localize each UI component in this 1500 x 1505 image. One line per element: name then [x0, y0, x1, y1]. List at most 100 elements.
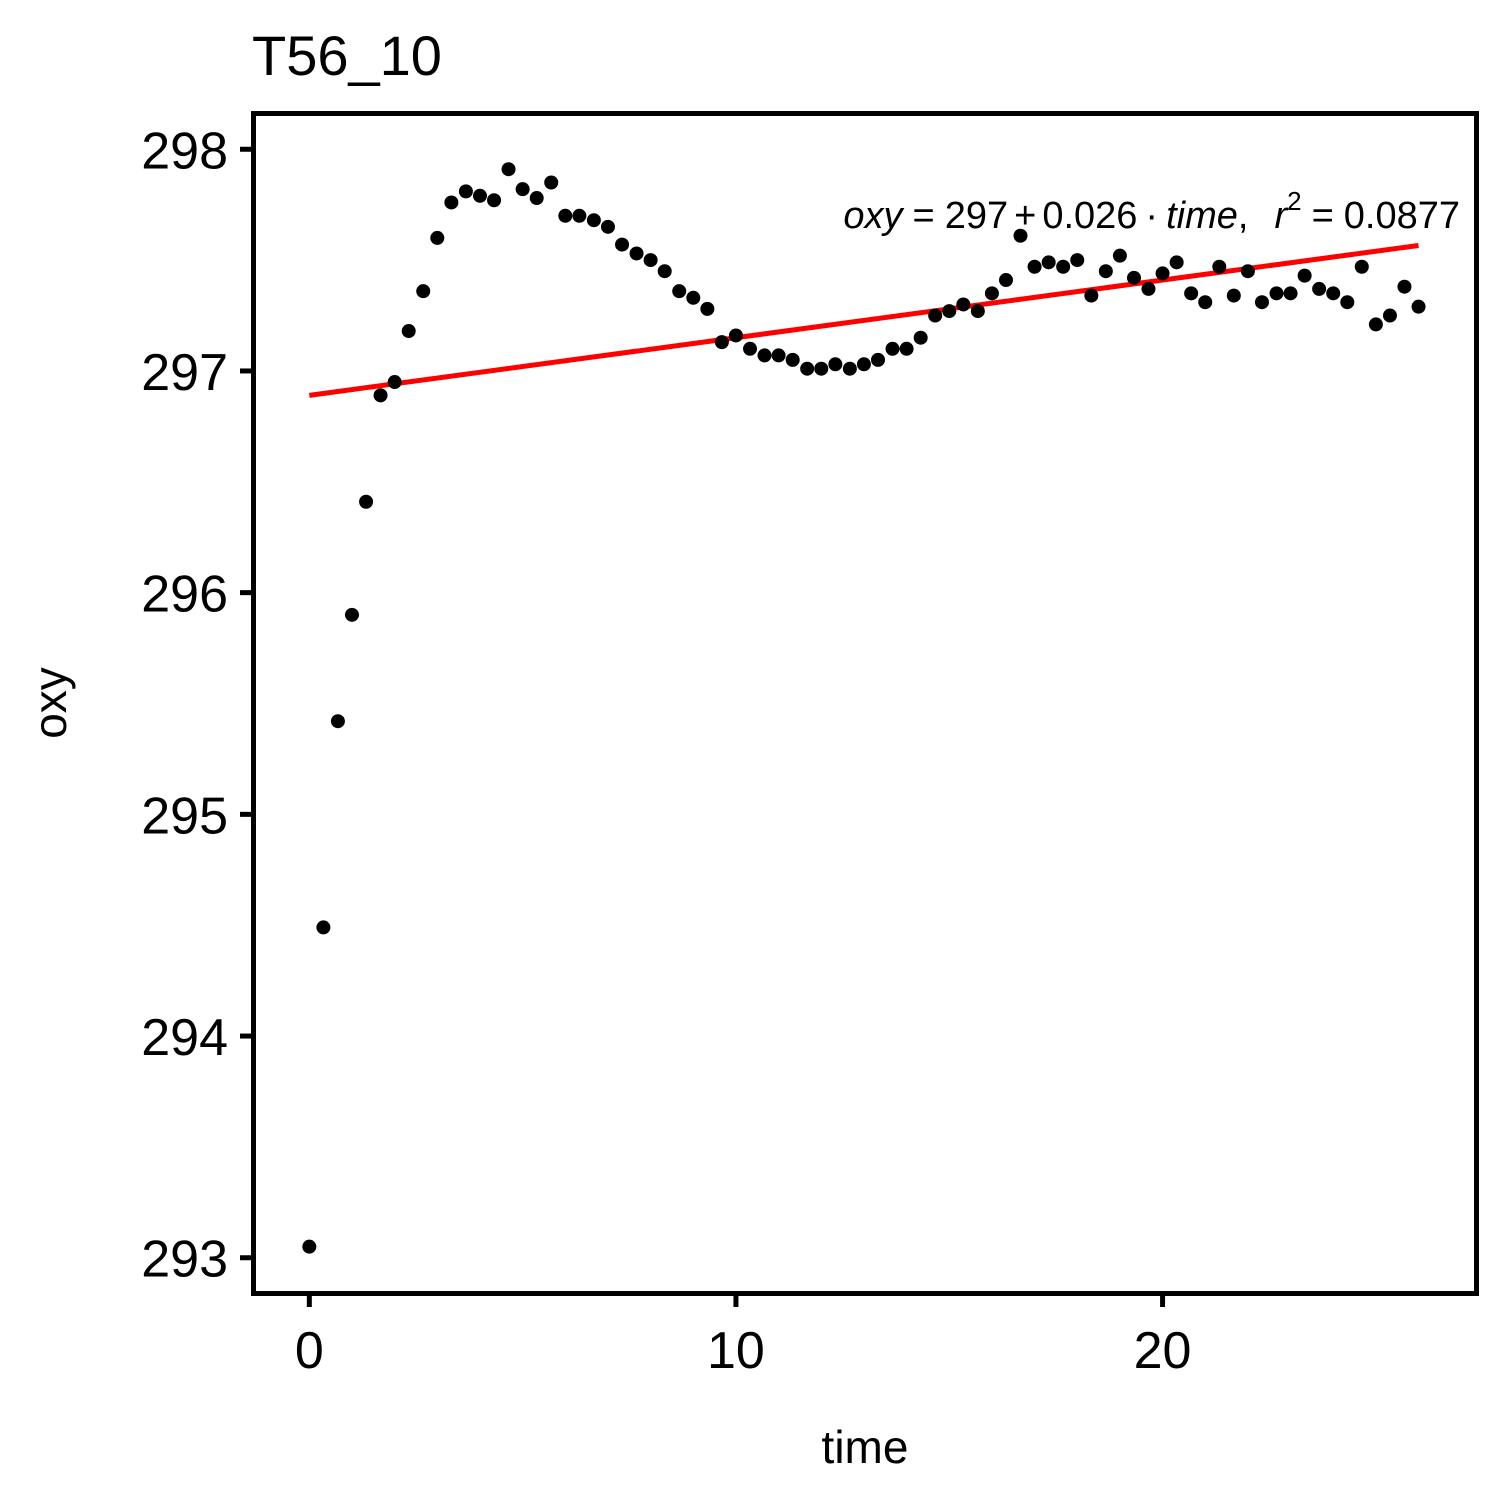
data-point [643, 253, 658, 268]
data-point [572, 208, 587, 223]
data-point [344, 607, 359, 622]
annotation-equals: = [913, 195, 935, 237]
data-point [714, 335, 729, 350]
data-point [472, 188, 487, 203]
data-point [842, 361, 857, 376]
data-point [700, 301, 715, 316]
annotation-lhs: oxy [843, 195, 904, 237]
annotation-r2: 0.0877 [1344, 195, 1460, 237]
data-point [785, 352, 800, 367]
chart-title: T56_10 [252, 24, 442, 87]
data-point [800, 361, 815, 376]
data-point [544, 175, 559, 190]
data-point [956, 297, 971, 312]
data-point [330, 714, 345, 729]
data-point [871, 352, 886, 367]
data-point [430, 230, 445, 245]
annotation-equals-2: = [1312, 195, 1334, 237]
x-tick-label: 20 [1134, 1322, 1192, 1380]
y-tick-label: 296 [141, 566, 228, 624]
data-point [1041, 255, 1056, 270]
data-point [387, 375, 402, 390]
data-point [359, 494, 374, 509]
data-point [302, 1239, 317, 1254]
y-axis: 293 294 295 296 297 298 [141, 122, 253, 1289]
data-point [899, 341, 914, 356]
data-point [1169, 255, 1184, 270]
annotation-comma: , [1238, 195, 1249, 237]
annotation-intercept: 297 [945, 195, 1008, 237]
y-tick-label: 295 [141, 787, 228, 845]
data-point [1141, 281, 1156, 296]
data-point [1198, 295, 1213, 310]
data-point [913, 330, 928, 345]
x-tick-label: 10 [707, 1322, 765, 1380]
data-point [373, 388, 388, 403]
data-point [1326, 286, 1341, 301]
regression-annotation: oxy = 297 +0.026 · time, r2 = 0.0877 [843, 186, 1460, 237]
data-point [1084, 288, 1099, 303]
data-point [501, 162, 516, 177]
data-point [1056, 259, 1071, 274]
data-point [984, 286, 999, 301]
regression-line [308, 242, 1419, 398]
data-point [856, 357, 871, 372]
data-point [487, 193, 502, 208]
annotation-plus: + [1014, 195, 1036, 237]
data-point [558, 208, 573, 223]
data-point [1184, 286, 1199, 301]
annotation-slope: 0.026 [1042, 195, 1137, 237]
data-point [828, 357, 843, 372]
data-point [1254, 295, 1269, 310]
x-tick-label: 0 [295, 1322, 324, 1380]
data-point [1297, 268, 1312, 283]
data-point [672, 284, 687, 299]
points-layer [302, 162, 1426, 1254]
data-point [1098, 264, 1113, 279]
data-point [586, 213, 601, 228]
data-point [1070, 253, 1085, 268]
x-axis: 0 10 20 [295, 1294, 1192, 1380]
data-point [316, 920, 331, 935]
data-point [686, 290, 701, 305]
y-tick-label: 293 [141, 1231, 228, 1289]
data-point [600, 219, 615, 234]
data-point [515, 182, 530, 197]
data-point [615, 237, 630, 252]
data-point [529, 191, 544, 206]
data-point [629, 246, 644, 261]
data-point [1240, 264, 1255, 279]
data-point [928, 308, 943, 323]
data-point [1397, 279, 1412, 294]
data-point [401, 324, 416, 339]
data-point [1112, 248, 1127, 263]
data-point [1126, 270, 1141, 285]
data-point [885, 341, 900, 356]
data-point [728, 328, 743, 343]
data-point [1340, 295, 1355, 310]
data-point [1283, 286, 1298, 301]
data-point [757, 348, 772, 363]
annotation-var: time [1166, 195, 1238, 237]
data-point [1354, 259, 1369, 274]
data-point [970, 304, 985, 319]
data-point [998, 273, 1013, 288]
y-axis-title: oxy [24, 667, 76, 739]
y-tick-label: 297 [141, 344, 228, 402]
plot-frame [251, 111, 1479, 1296]
annotation-r: r [1274, 195, 1288, 237]
data-point [458, 184, 473, 199]
y-tick-label: 294 [141, 1009, 228, 1067]
y-tick-label: 298 [141, 122, 228, 180]
data-point [743, 341, 758, 356]
data-point [771, 348, 786, 363]
data-point [416, 284, 431, 299]
data-point [1382, 308, 1397, 323]
fit-layer [308, 242, 1419, 398]
data-point [1312, 281, 1327, 296]
data-point [942, 304, 957, 319]
data-point [1269, 286, 1284, 301]
data-point [1027, 259, 1042, 274]
